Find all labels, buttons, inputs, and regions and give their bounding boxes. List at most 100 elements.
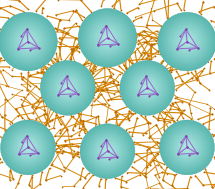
Circle shape	[0, 12, 57, 71]
Circle shape	[40, 60, 95, 115]
Circle shape	[26, 40, 30, 43]
Circle shape	[166, 126, 208, 168]
Circle shape	[83, 127, 132, 176]
Circle shape	[8, 21, 48, 62]
Circle shape	[106, 37, 109, 39]
Circle shape	[27, 41, 29, 43]
Circle shape	[185, 146, 189, 149]
Circle shape	[95, 25, 120, 50]
Circle shape	[60, 81, 75, 95]
Circle shape	[133, 73, 162, 102]
Circle shape	[164, 18, 210, 65]
Circle shape	[131, 71, 164, 104]
Circle shape	[57, 77, 79, 99]
Circle shape	[17, 31, 39, 52]
Circle shape	[122, 62, 173, 113]
Circle shape	[64, 84, 71, 91]
Circle shape	[21, 140, 35, 155]
Circle shape	[178, 33, 196, 50]
Circle shape	[80, 124, 135, 179]
Circle shape	[178, 138, 196, 156]
Circle shape	[7, 126, 49, 168]
Circle shape	[91, 21, 124, 54]
Circle shape	[186, 41, 188, 43]
Circle shape	[186, 146, 188, 148]
Circle shape	[143, 83, 152, 92]
Circle shape	[104, 35, 111, 41]
Circle shape	[129, 70, 166, 106]
Circle shape	[98, 142, 117, 160]
Circle shape	[42, 62, 93, 113]
Circle shape	[183, 38, 191, 46]
Circle shape	[51, 71, 84, 104]
Circle shape	[90, 134, 125, 169]
Circle shape	[60, 80, 76, 96]
Circle shape	[161, 15, 213, 68]
Circle shape	[160, 120, 214, 175]
Circle shape	[140, 81, 155, 95]
Circle shape	[86, 16, 129, 59]
Circle shape	[21, 35, 35, 48]
Circle shape	[86, 130, 129, 172]
Circle shape	[102, 146, 113, 157]
Circle shape	[86, 129, 129, 173]
Circle shape	[63, 83, 72, 92]
Circle shape	[158, 12, 215, 71]
Circle shape	[100, 144, 115, 159]
Circle shape	[67, 87, 69, 89]
Circle shape	[53, 73, 82, 102]
Circle shape	[183, 143, 192, 152]
Circle shape	[13, 133, 43, 162]
Circle shape	[6, 20, 49, 63]
Circle shape	[55, 75, 80, 101]
Circle shape	[23, 142, 33, 153]
Circle shape	[22, 36, 34, 47]
Circle shape	[5, 125, 51, 170]
Circle shape	[135, 76, 159, 100]
Circle shape	[25, 39, 31, 44]
Circle shape	[103, 33, 112, 43]
Circle shape	[49, 70, 86, 106]
Circle shape	[179, 34, 195, 49]
Circle shape	[82, 12, 133, 63]
Circle shape	[81, 11, 134, 64]
Circle shape	[45, 65, 91, 111]
Circle shape	[20, 34, 36, 49]
Circle shape	[18, 137, 38, 157]
Circle shape	[99, 29, 116, 46]
Circle shape	[24, 144, 32, 151]
Circle shape	[167, 21, 207, 62]
Circle shape	[159, 13, 215, 70]
Circle shape	[132, 72, 163, 103]
Circle shape	[97, 140, 118, 162]
Circle shape	[20, 139, 36, 156]
Circle shape	[3, 17, 52, 66]
Circle shape	[49, 69, 87, 107]
Circle shape	[56, 76, 80, 100]
Circle shape	[41, 61, 94, 114]
Circle shape	[182, 142, 192, 153]
Circle shape	[172, 132, 203, 163]
Circle shape	[14, 28, 42, 55]
Circle shape	[84, 127, 131, 175]
Circle shape	[99, 143, 116, 159]
Circle shape	[61, 81, 74, 94]
Circle shape	[161, 121, 213, 174]
Circle shape	[48, 68, 88, 108]
Circle shape	[91, 135, 124, 168]
Circle shape	[98, 28, 117, 48]
Circle shape	[176, 136, 198, 158]
Circle shape	[169, 23, 206, 60]
Circle shape	[78, 9, 137, 67]
Circle shape	[164, 125, 210, 170]
Circle shape	[141, 81, 154, 94]
Circle shape	[135, 75, 160, 101]
Circle shape	[105, 149, 110, 154]
Circle shape	[121, 61, 174, 114]
Circle shape	[26, 146, 30, 149]
Circle shape	[106, 36, 109, 40]
Circle shape	[24, 38, 32, 46]
Circle shape	[167, 127, 207, 167]
Circle shape	[81, 125, 134, 178]
Circle shape	[85, 128, 130, 174]
